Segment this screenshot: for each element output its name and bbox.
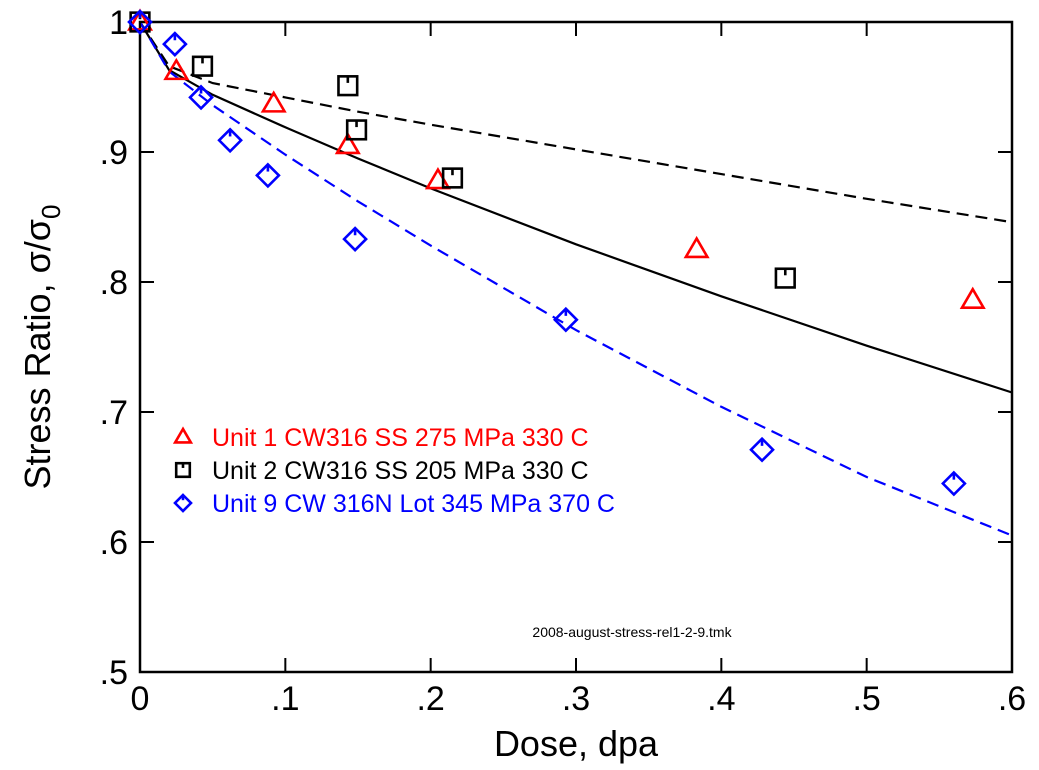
x-axis-title: Dose, dpa: [494, 723, 659, 764]
triangle-data-point: [163, 57, 190, 81]
x-tick-label: .3: [562, 680, 590, 718]
y-tick-label: .7: [100, 394, 128, 432]
y-axis-title-subscript: 0: [36, 205, 66, 219]
triangle-data-point: [424, 167, 451, 190]
triangle-data-point: [126, 8, 154, 31]
axis-ticks: [139, 21, 1013, 673]
fit-line-solid: [139, 21, 1013, 394]
legend-marker-diamond: [173, 493, 193, 513]
legend-label: Unit 1 CW316 SS 275 MPa 330 C: [212, 424, 589, 452]
diamond-data-point: [749, 436, 775, 463]
legend-marker-triangle: [172, 426, 194, 444]
diamond-data-point: [552, 306, 579, 333]
y-axis-title-main: Stress Ratio, σ/σ: [17, 219, 58, 490]
triangle-data-point: [334, 131, 361, 155]
data-markers: [126, 8, 986, 497]
axis-tick-labels: 0 .1 .2 .3 .4 .5 .6 .5 .6 .7 .8 .9 1: [100, 4, 1027, 718]
y-tick-label: .6: [100, 524, 128, 562]
y-tick-label: .5: [100, 654, 128, 692]
y-tick-label: 1: [109, 4, 128, 42]
legend-label: Unit 9 CW 316N Lot 345 MPa 370 C: [212, 490, 615, 518]
diamond-data-point: [162, 31, 188, 57]
x-tick-label: .2: [416, 680, 444, 718]
x-tick-label: .6: [998, 680, 1026, 718]
triangle-data-point: [683, 235, 710, 259]
diamond-data-point: [127, 9, 153, 35]
diamond-data-point: [188, 84, 214, 111]
plot-frame: [138, 20, 1014, 674]
triangle-data-point: [260, 90, 287, 113]
diamond-data-point: [217, 127, 243, 154]
legend-label: Unit 2 CW316 SS 205 MPa 330 C: [212, 457, 589, 485]
triangle-data-point: [959, 286, 986, 309]
y-tick-label: .8: [100, 264, 128, 302]
fit-lines: [139, 21, 1013, 537]
x-tick-label: .4: [707, 680, 735, 718]
diamond-data-point: [342, 226, 368, 252]
fit-line-dashed: [139, 21, 1013, 224]
y-axis-title: Stress Ratio, σ/σ0: [17, 205, 66, 490]
chart-annotation: 2008-august-stress-rel1-2-9.tmk: [532, 624, 732, 640]
x-tick-label: 0: [131, 680, 150, 718]
legend: Unit 1 CW316 SS 275 MPa 330 C Unit 2 CW31…: [172, 424, 615, 518]
diamond-data-point: [941, 470, 967, 497]
fit-line-dashed: [139, 21, 1013, 537]
diamond-data-point: [255, 162, 281, 189]
y-tick-label: .9: [100, 134, 128, 172]
x-tick-label: .5: [852, 680, 880, 718]
x-tick-label: .1: [271, 680, 299, 718]
